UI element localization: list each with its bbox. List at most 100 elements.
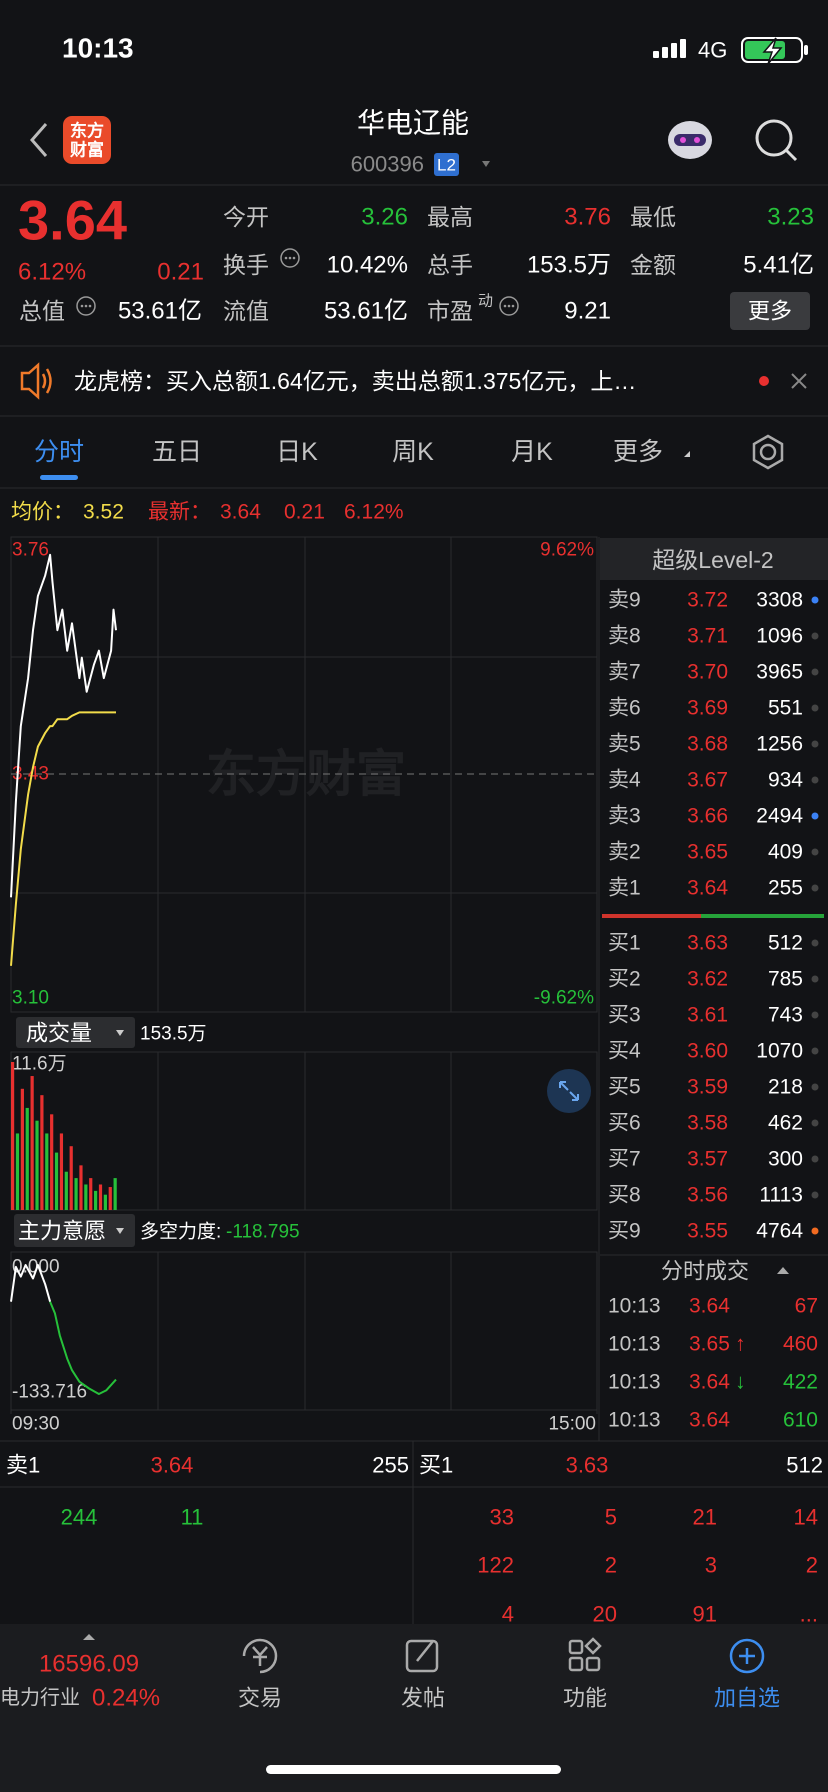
sort-icon: [777, 1267, 789, 1274]
index-change: 0.24%: [92, 1685, 160, 1712]
queue-price: 3.64: [151, 1453, 194, 1478]
volume-bar: [40, 1095, 44, 1210]
stat-value: 10.42%: [327, 252, 408, 279]
book-volume: 462: [768, 1112, 803, 1135]
add-watch-icon[interactable]: [729, 1638, 765, 1674]
book-dot: [811, 1119, 819, 1127]
y2-tick-label: 9.62%: [540, 540, 594, 561]
ask-strength: [602, 914, 701, 918]
queue-order: 21: [693, 1505, 717, 1530]
nav-tab[interactable]: 发帖: [401, 1686, 445, 1711]
queue-volume: 512: [786, 1453, 823, 1478]
tab[interactable]: 分时: [34, 438, 84, 466]
battery-icon: [741, 37, 808, 65]
book-dot: [811, 848, 819, 856]
tab[interactable]: 日K: [276, 438, 318, 466]
stat-value: 5.41亿: [743, 252, 814, 279]
queue-order: 2: [605, 1553, 617, 1578]
book-price: 3.71: [687, 625, 728, 648]
tab[interactable]: 五日: [152, 438, 202, 466]
volume-bar: [103, 1194, 107, 1210]
queue-order: 14: [794, 1505, 818, 1530]
book-label: 卖8: [608, 625, 641, 648]
stat-label-sup: 动: [478, 293, 493, 310]
status-time: 10:13: [62, 33, 134, 64]
indicator-selector[interactable]: [14, 1214, 135, 1247]
book-label: 买4: [608, 1040, 641, 1063]
tab[interactable]: 月K: [511, 438, 553, 466]
book-dot: [811, 704, 819, 712]
book-label: 买7: [608, 1148, 641, 1171]
network: 4G: [698, 38, 727, 63]
stat-value: 53.61亿: [118, 298, 202, 325]
book-volume: 785: [768, 968, 803, 991]
tab[interactable]: 周K: [392, 438, 434, 466]
logo-text: 财富: [69, 140, 104, 160]
x-tick-label: 09:30: [12, 1414, 60, 1435]
volume-bar: [74, 1178, 78, 1210]
l2-badge: [434, 153, 459, 176]
book-price: 3.68: [687, 733, 728, 756]
series-line: [10, 1264, 52, 1302]
nav-tab[interactable]: 功能: [563, 1686, 607, 1711]
book-label: 卖5: [608, 733, 641, 756]
stat-value: 3.76: [564, 204, 611, 231]
queue-volume: 255: [372, 1453, 409, 1478]
book-price: 3.61: [687, 1004, 728, 1027]
book-label: 卖4: [608, 769, 641, 792]
volume-title: 成交量: [26, 1021, 92, 1046]
stock-code: 600396: [351, 152, 424, 177]
info-dots: [80, 256, 515, 308]
book-label: 买9: [608, 1220, 641, 1243]
volume-bar: [54, 1152, 59, 1210]
volume-selector[interactable]: [16, 1017, 135, 1048]
tab[interactable]: 更多: [613, 438, 663, 466]
book-label: 买2: [608, 968, 641, 991]
expand-icon[interactable]: [83, 1634, 95, 1640]
series-line: [10, 553, 117, 898]
trade-arrow: ↓: [735, 1371, 746, 1394]
book-dot: [811, 939, 819, 947]
book-dot: [811, 740, 819, 748]
volume-bar: [89, 1178, 93, 1210]
nav-tab[interactable]: 加自选: [714, 1686, 780, 1711]
stat-label: 最高: [427, 204, 473, 230]
stat-label: 总值: [19, 298, 65, 324]
book-dot: [811, 1011, 819, 1019]
close-button[interactable]: [791, 373, 807, 389]
robot-icon[interactable]: [668, 121, 712, 159]
stock-name: 华电辽能: [357, 108, 469, 139]
search-icon[interactable]: [755, 119, 798, 162]
logo-text: 东方: [70, 121, 104, 141]
volume-bar: [50, 1114, 54, 1210]
volume-bar: [84, 1184, 88, 1210]
book-volume: 2494: [756, 805, 803, 828]
dropdown-icon[interactable]: [482, 161, 490, 167]
book-dot: [811, 1083, 819, 1091]
indicator-title: 主力意愿: [18, 1219, 106, 1244]
book-volume: 300: [768, 1148, 803, 1171]
bid-strength: [701, 914, 824, 918]
more-button[interactable]: [730, 292, 810, 330]
book-volume: 409: [768, 841, 803, 864]
volume-bar: [25, 1107, 29, 1210]
nav-tab[interactable]: 交易: [238, 1686, 282, 1711]
book-dot: [811, 632, 819, 640]
volume-bar: [108, 1187, 112, 1210]
trade-price: 3.65: [689, 1333, 730, 1356]
nav-icons: [242, 1637, 602, 1674]
more-button-text[interactable]: 更多: [748, 299, 792, 324]
stat-label: 最低: [630, 204, 676, 230]
book-volume: 3308: [756, 589, 803, 612]
stat-label: 金额: [630, 252, 676, 278]
expand-button[interactable]: [547, 1069, 591, 1113]
book-volume: 1113: [759, 1184, 803, 1207]
volume-bar: [98, 1184, 103, 1210]
settings-icon[interactable]: [752, 434, 784, 470]
book-dot: [811, 1155, 819, 1163]
book-label: 卖3: [608, 805, 641, 828]
back-button[interactable]: [30, 123, 48, 157]
book-price: 3.59: [687, 1076, 728, 1099]
book-volume: 1256: [756, 733, 803, 756]
